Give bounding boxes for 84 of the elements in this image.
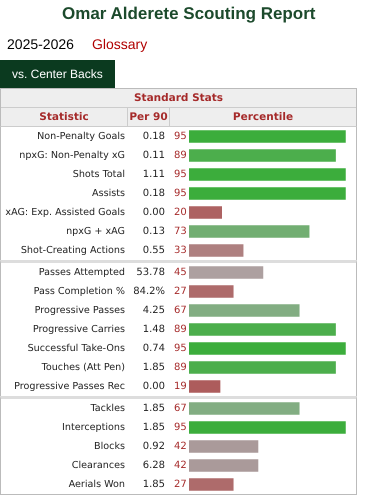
text: 53.78 [136,267,165,278]
data-label: 20 [174,207,187,218]
text: 2025-2026 [7,36,74,52]
bar [189,266,264,279]
data-label: 95 [174,169,187,180]
data-label: 27 [174,286,187,298]
y-tick-label: npxG: Non-Penalty xG [19,150,125,161]
text: Glossary [92,36,148,52]
y-tick-label: xAG: Exp. Assisted Goals [5,207,125,218]
bar [189,285,234,298]
y-tick-label: Interceptions [62,422,125,433]
bar [189,421,346,434]
bar [189,168,346,181]
bar [189,149,336,162]
text: Per 90 [127,108,170,126]
y-tick-label: npxG + xAG [66,226,125,237]
text: 0.00 [142,207,165,218]
text: 0.74 [142,343,165,354]
data-label: 19 [174,381,187,392]
y-tick-label: Touches (Att Pen) [40,362,125,373]
text: 0.55 [142,245,165,256]
text: 6.28 [142,460,165,472]
text: 0.18 [142,131,165,142]
text: 0.11 [142,150,165,162]
text: Standard Stats [1,89,356,108]
data-label: 89 [174,362,187,374]
y-tick-label: Clearances [72,460,125,471]
data-label: 89 [174,324,187,336]
y-tick-label: Progressive Carries [32,324,125,335]
text: 1.85 [142,403,165,414]
bar [189,402,300,415]
y-tick-label: Aerials Won [68,479,125,490]
data-label: 42 [174,460,187,472]
data-label: 45 [174,267,187,278]
bar [189,478,234,491]
bar [189,244,244,257]
y-tick-label: Assists [92,188,125,199]
text: 84.2% [133,286,165,298]
y-tick-label: Shot-Creating Actions [20,245,125,256]
text: 1.85 [142,362,165,374]
text: 4.25 [142,305,165,316]
data-label: 42 [174,441,187,452]
bar [189,459,258,472]
data-label: 95 [174,188,187,200]
y-tick-label: Tackles [89,403,125,414]
data-label: 67 [174,305,187,316]
data-label: 27 [174,479,187,490]
data-label: 33 [174,245,187,256]
data-label: 73 [174,226,187,238]
text: 0.18 [142,188,165,200]
text: 0.13 [142,226,165,238]
bar [189,187,346,200]
text: 1.11 [142,169,165,180]
bar [189,304,300,317]
y-tick-label: Pass Completion % [34,286,125,297]
y-tick-label: Successful Take-Ons [28,343,125,354]
bar [189,225,310,238]
text: vs. Center Backs [0,60,115,88]
y-axis-title: Statistic [38,110,90,125]
data-label: 89 [174,150,187,162]
text: 0.00 [142,381,165,392]
y-tick-label: Passes Attempted [38,267,125,278]
y-tick-label: Non-Penalty Goals [37,131,125,142]
data-label: 95 [174,131,187,142]
bar [189,440,258,453]
data-label: 67 [174,403,187,414]
x-axis-title: Percentile [232,110,294,125]
data-label: 95 [174,343,187,354]
data-label: 95 [174,422,187,434]
y-tick-label: Shots Total [72,169,125,180]
bar [189,206,222,219]
bar [189,130,346,143]
y-tick-label: Progressive Passes [34,305,125,316]
text: 1.85 [142,479,165,490]
y-tick-label: Blocks [94,441,125,452]
text: 1.48 [142,324,165,336]
y-tick-label: Progressive Passes Rec [14,381,125,392]
text: 1.85 [142,422,165,434]
bar [189,342,346,355]
bar [189,323,336,336]
bar [189,361,336,374]
chart-title: Omar Alderete Scouting Report [61,3,316,25]
text: 0.92 [142,441,165,452]
bar [189,380,220,393]
